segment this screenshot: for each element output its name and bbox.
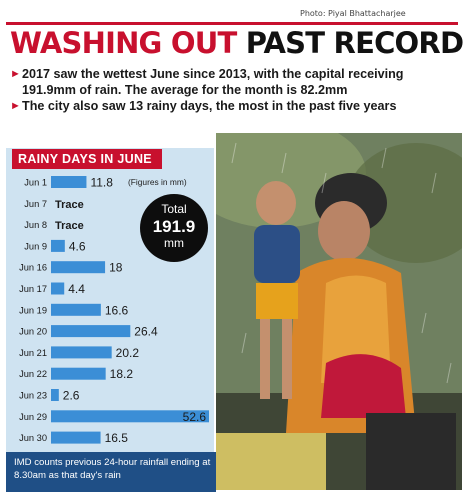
bar: [51, 410, 209, 423]
bar: [51, 303, 101, 316]
headline-rule: [6, 22, 458, 66]
category-label: Jun 19: [19, 305, 47, 315]
value-label: 16.6: [105, 303, 129, 317]
category-label: Jun 22: [19, 369, 47, 379]
bar: [51, 282, 65, 295]
value-label: 11.8: [90, 176, 113, 190]
bar: [51, 346, 112, 359]
category-label: Jun 16: [19, 263, 47, 273]
value-label: 52.6: [183, 410, 207, 424]
photo-credit: Photo: Piyal Bhattacharjee: [300, 9, 406, 18]
footer-note: IMD counts previous 24-hour rainfall end…: [6, 452, 216, 492]
total-label: Total: [161, 202, 187, 216]
bar: [51, 431, 101, 444]
bullet-item: ► 2017 saw the wettest June since 2013, …: [10, 66, 458, 98]
category-label: Jun 23: [19, 391, 47, 401]
value-label: 18.2: [110, 367, 134, 381]
total-value: 191.9: [152, 217, 196, 236]
value-label: 16.5: [105, 431, 129, 445]
value-label: 4.4: [68, 282, 85, 296]
bullet-text: The city also saw 13 rainy days, the mos…: [22, 99, 397, 113]
figures-note: (Figures in mm): [128, 177, 187, 187]
trace-label: Trace: [55, 199, 84, 211]
category-label: Jun 1: [24, 178, 47, 188]
category-label: Jun 9: [24, 241, 47, 251]
category-label: Jun 8: [24, 220, 47, 230]
bar: [51, 176, 87, 188]
arrow-icon: ►: [10, 68, 21, 80]
trace-label: Trace: [55, 220, 84, 232]
headline-part-1: WASHING OUT: [10, 26, 246, 60]
bullet-item: ► The city also saw 13 rainy days, the m…: [10, 98, 458, 114]
category-label: Jun 7: [24, 199, 47, 209]
bar: [51, 389, 59, 401]
value-label: 20.2: [116, 346, 140, 360]
category-label: Jun 29: [19, 412, 47, 422]
arrow-icon: ►: [10, 100, 21, 112]
category-label: Jun 17: [19, 284, 47, 294]
headline-part-2: PAST RECORD: [245, 26, 464, 60]
category-label: Jun 30: [19, 433, 47, 443]
value-label: 4.6: [69, 239, 86, 253]
value-label: 2.6: [63, 389, 80, 403]
total-badge: Total 191.9 mm: [140, 194, 208, 262]
rain-photo: [216, 133, 462, 490]
category-label: Jun 20: [19, 327, 47, 337]
bar: [51, 325, 131, 338]
bullet-text: 2017 saw the wettest June since 2013, wi…: [22, 67, 404, 97]
bar: [51, 367, 106, 380]
summary-bullets: ► 2017 saw the wettest June since 2013, …: [10, 66, 458, 114]
headline: WASHING OUT PAST RECORD: [10, 26, 464, 60]
category-label: Jun 21: [19, 348, 47, 358]
value-label: 26.4: [134, 325, 158, 339]
chart-title: RAINY DAYS IN JUNE: [12, 149, 162, 169]
bar: [51, 239, 65, 252]
bar: [51, 261, 106, 274]
total-unit: mm: [164, 236, 184, 250]
value-label: 18: [109, 261, 123, 275]
